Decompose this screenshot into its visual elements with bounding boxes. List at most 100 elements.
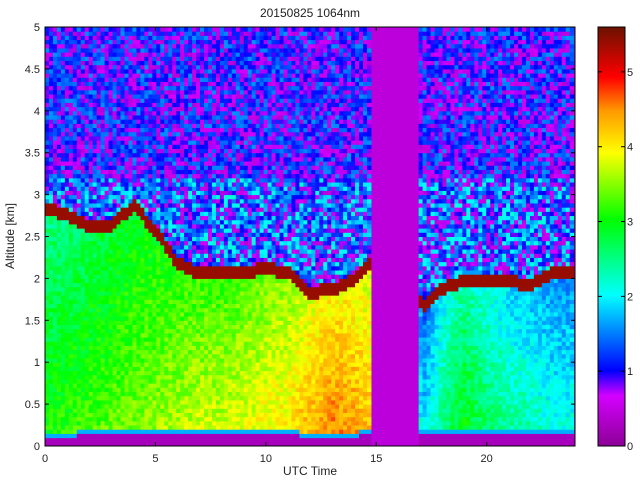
heatmap-cell bbox=[88, 39, 94, 45]
heatmap-cell bbox=[156, 320, 161, 325]
heatmap-cell bbox=[100, 110, 106, 116]
heatmap-cell bbox=[211, 47, 217, 53]
heatmap-cell bbox=[45, 253, 50, 258]
heatmap-cell bbox=[128, 27, 133, 32]
heatmap-cell bbox=[60, 244, 66, 250]
heatmap-cell bbox=[88, 64, 94, 70]
heatmap-cell bbox=[64, 27, 70, 32]
heatmap-cell bbox=[188, 378, 193, 384]
heatmap-cell bbox=[88, 332, 94, 338]
heatmap-cell bbox=[184, 56, 189, 62]
heatmap-cell bbox=[52, 370, 58, 376]
heatmap-cell bbox=[64, 47, 70, 53]
heatmap-cell bbox=[104, 106, 110, 112]
heatmap-cell bbox=[124, 47, 129, 53]
heatmap-cell bbox=[184, 236, 189, 242]
heatmap-cell bbox=[192, 161, 197, 166]
heatmap-cell bbox=[108, 186, 114, 191]
heatmap-cell bbox=[52, 433, 58, 439]
heatmap-cell bbox=[68, 165, 74, 170]
heatmap-cell bbox=[204, 370, 209, 376]
heatmap-cell bbox=[180, 303, 185, 309]
heatmap-cell bbox=[124, 31, 129, 36]
heatmap-cell bbox=[219, 412, 225, 418]
heatmap-cell bbox=[80, 433, 86, 439]
heatmap-cell bbox=[160, 416, 165, 422]
heatmap-cell bbox=[140, 307, 145, 313]
heatmap-cell bbox=[239, 236, 245, 242]
heatmap-cell bbox=[219, 429, 225, 434]
heatmap-cell bbox=[152, 290, 157, 296]
heatmap-cell bbox=[227, 135, 233, 141]
heatmap-cell bbox=[112, 290, 118, 296]
heatmap-cell bbox=[215, 399, 221, 405]
heatmap-cell bbox=[72, 274, 78, 279]
heatmap-cell bbox=[200, 110, 205, 116]
heatmap-cell bbox=[196, 77, 201, 82]
heatmap-cell bbox=[176, 257, 181, 263]
heatmap-cell bbox=[144, 198, 149, 204]
heatmap-cell bbox=[100, 56, 106, 62]
heatmap-cell bbox=[156, 35, 161, 41]
heatmap-cell bbox=[184, 106, 189, 112]
heatmap-cell bbox=[112, 265, 118, 271]
heatmap-cell bbox=[148, 362, 153, 367]
heatmap-cell bbox=[160, 358, 165, 363]
heatmap-cell bbox=[136, 290, 141, 296]
heatmap-cell bbox=[184, 52, 189, 57]
heatmap-cell bbox=[120, 320, 125, 325]
heatmap-cell bbox=[80, 182, 86, 187]
heatmap-cell bbox=[207, 353, 213, 359]
heatmap-cell bbox=[207, 219, 213, 225]
heatmap-cell bbox=[120, 198, 125, 204]
heatmap-cell bbox=[196, 270, 201, 275]
heatmap-cell bbox=[235, 161, 241, 166]
heatmap-cell bbox=[124, 127, 129, 133]
heatmap-cell bbox=[168, 207, 173, 212]
heatmap-cell bbox=[172, 190, 177, 196]
heatmap-cell bbox=[108, 261, 114, 267]
heatmap-cell bbox=[188, 383, 193, 388]
heatmap-cell bbox=[124, 27, 129, 32]
heatmap-cell bbox=[112, 77, 118, 82]
heatmap-cell bbox=[88, 345, 94, 351]
heatmap-cell bbox=[64, 366, 70, 372]
heatmap-cell bbox=[227, 362, 233, 367]
heatmap-cell bbox=[92, 358, 98, 363]
heatmap-cell bbox=[192, 186, 197, 191]
heatmap-cell bbox=[152, 383, 157, 388]
heatmap-cell bbox=[160, 337, 165, 342]
heatmap-cell bbox=[56, 194, 62, 200]
heatmap-cell bbox=[96, 391, 102, 397]
heatmap-cell bbox=[148, 286, 153, 292]
heatmap-cell bbox=[120, 228, 125, 233]
heatmap-cell bbox=[204, 131, 209, 137]
heatmap-cell bbox=[56, 374, 62, 380]
heatmap-cell bbox=[188, 261, 193, 267]
heatmap-cell bbox=[108, 47, 114, 53]
heatmap-cell bbox=[92, 110, 98, 116]
heatmap-cell bbox=[235, 236, 241, 242]
heatmap-cell bbox=[196, 169, 201, 175]
heatmap-cell bbox=[192, 127, 197, 133]
heatmap-cell bbox=[120, 131, 125, 137]
heatmap-cell bbox=[231, 169, 237, 175]
heatmap-cell bbox=[235, 39, 241, 45]
heatmap-cell bbox=[200, 404, 205, 409]
heatmap-cell bbox=[72, 253, 78, 258]
heatmap-cell bbox=[128, 35, 133, 41]
heatmap-cell bbox=[100, 345, 106, 351]
heatmap-cell bbox=[148, 387, 153, 393]
heatmap-cell bbox=[184, 378, 189, 384]
heatmap-cell bbox=[64, 202, 70, 208]
heatmap-cell bbox=[64, 349, 70, 355]
heatmap-cell bbox=[48, 144, 54, 150]
heatmap-cell bbox=[96, 257, 102, 263]
heatmap-cell bbox=[104, 244, 110, 250]
heatmap-cell bbox=[100, 35, 106, 41]
heatmap-cell bbox=[152, 437, 157, 443]
heatmap-cell bbox=[239, 261, 245, 267]
heatmap-cell bbox=[239, 420, 245, 426]
heatmap-cell bbox=[112, 35, 118, 41]
heatmap-cell bbox=[76, 169, 82, 175]
